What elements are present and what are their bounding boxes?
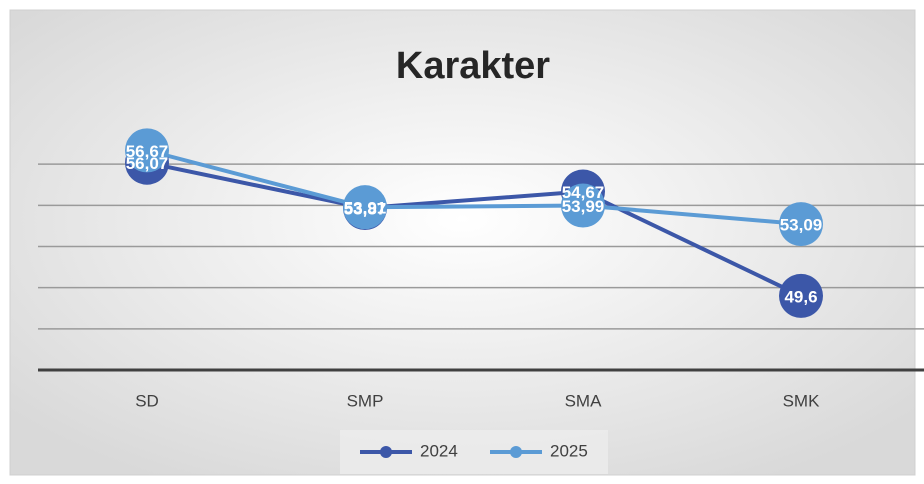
- data-point: [779, 202, 823, 247]
- x-tick-label: SMA: [565, 391, 603, 410]
- series-line: [146, 160, 802, 298]
- legend-label: 2025: [550, 441, 588, 460]
- data-label: 56,67: [126, 142, 169, 161]
- data-label: 49,6: [784, 287, 817, 306]
- data-label: 56,07: [126, 154, 169, 173]
- legend-label: 2024: [420, 441, 458, 460]
- data-label: 53,09: [780, 216, 823, 235]
- x-tick-label: SMP: [347, 391, 384, 410]
- data-label: 53,87: [344, 199, 387, 218]
- x-tick-label: SMK: [783, 391, 821, 410]
- x-tick-label: SD: [135, 391, 159, 410]
- data-label: 53,91: [344, 199, 387, 218]
- legend-marker: [380, 446, 392, 458]
- data-label: 54,67: [562, 183, 605, 202]
- legend-marker: [510, 446, 522, 458]
- data-point: [779, 273, 823, 318]
- data-point: [343, 185, 387, 230]
- chart-background: [9, 9, 916, 476]
- data-point: [561, 183, 605, 228]
- data-label: 53,99: [562, 197, 605, 216]
- data-point: [125, 128, 169, 173]
- chart-title: Karakter: [396, 45, 550, 87]
- series-line: [146, 148, 802, 227]
